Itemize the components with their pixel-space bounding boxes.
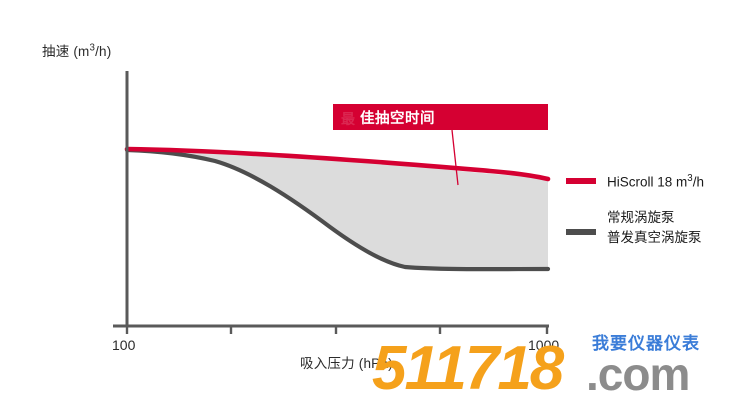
legend-label-conventional-line2: 普发真空涡旋泵	[607, 229, 702, 245]
y-axis-title-tail: /h)	[95, 44, 112, 59]
legend-label-conventional-line1: 常规涡旋泵	[607, 210, 675, 226]
legend-label-hiscroll-main: HiScroll 18 m	[607, 174, 688, 190]
x-axis-title: 吸入压力 (hPa)	[300, 356, 393, 371]
legend-label-hiscroll-tail: /h	[692, 174, 704, 190]
series-line-hiscroll	[124, 146, 551, 182]
watermark-chinese-text: 我要仪器仪表	[592, 334, 700, 353]
legend-label-hiscroll-superscript: 3	[687, 173, 693, 184]
legend-item-conventional-scroll-pump: 常规涡旋泵 普发真空涡旋泵	[566, 208, 704, 247]
x-axis-tick-label-right: 1000	[528, 337, 560, 353]
watermark-number-text: 511718	[372, 334, 564, 403]
x-axis-tick-label-left: 100	[112, 337, 136, 353]
legend-swatch-gray-icon	[566, 229, 596, 236]
series-line-conventional-scroll-pump	[124, 147, 551, 272]
watermark-domain-text: .com	[586, 348, 690, 400]
y-axis-title-main: 抽速 (m	[42, 44, 90, 59]
annotation-banner-text: 佳抽空时间	[360, 111, 435, 127]
annotation-banner: 最 佳抽空时间	[333, 104, 548, 130]
annotation-banner-ghost-text: 最	[341, 111, 355, 127]
annotation-leader-line	[451, 129, 459, 186]
y-axis-title-superscript: 3	[89, 42, 96, 54]
legend-swatch-red-icon	[566, 178, 596, 184]
legend-label-conventional: 常规涡旋泵 普发真空涡旋泵	[607, 208, 702, 247]
legend-item-hiscroll: HiScroll 18 m3/h	[566, 172, 704, 192]
legend-label-hiscroll: HiScroll 18 m3/h	[607, 172, 704, 192]
shaded-region	[127, 150, 548, 269]
y-axis-title: 抽速 (m3/h)	[42, 40, 111, 60]
chart-legend: HiScroll 18 m3/h 常规涡旋泵 普发真空涡旋泵	[566, 172, 704, 263]
